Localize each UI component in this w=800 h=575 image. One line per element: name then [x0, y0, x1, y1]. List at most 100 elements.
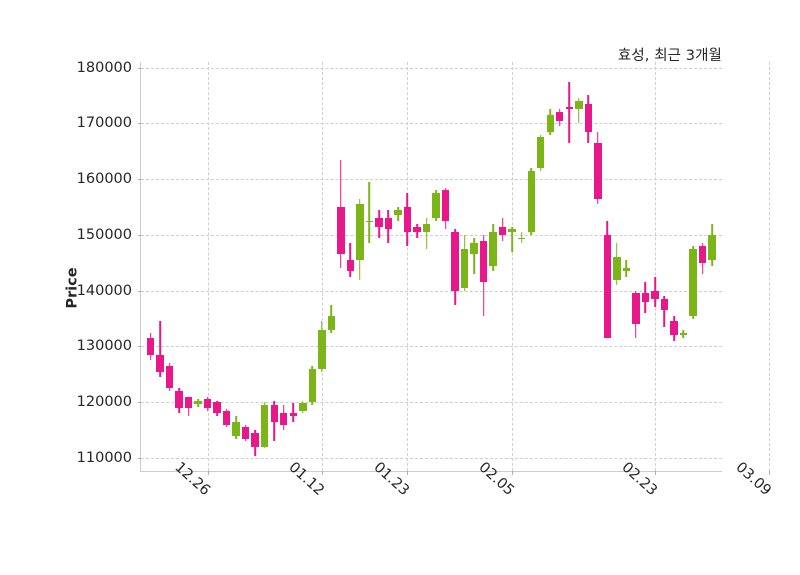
- candlestick-body: [222, 410, 231, 425]
- candlestick: [318, 62, 326, 472]
- candlestick: [508, 62, 516, 472]
- candlestick: [537, 62, 545, 472]
- x-gridline: [321, 62, 323, 471]
- candlestick: [194, 62, 202, 472]
- candlestick-body: [698, 246, 707, 263]
- candlestick-wick: [578, 98, 580, 124]
- candlestick: [660, 62, 669, 472]
- candlestick: [251, 62, 259, 472]
- y-gridline: [141, 458, 722, 460]
- candlestick-body: [603, 234, 612, 339]
- x-gridline: [512, 62, 514, 471]
- y-gridline: [141, 402, 722, 404]
- candlestick-body: [413, 226, 421, 233]
- x-tick-mark: [512, 471, 514, 475]
- candlestick-body: [156, 354, 164, 372]
- candlestick-body: [213, 402, 221, 414]
- candlestick-body: [575, 101, 583, 110]
- x-tick-mark: [769, 471, 771, 475]
- candlestick: [289, 62, 297, 472]
- candlestick-body: [432, 193, 440, 219]
- candlestick-body: [299, 403, 307, 411]
- candlestick-body: [508, 229, 516, 233]
- candlestick: [470, 62, 478, 472]
- candlestick-body: [356, 204, 364, 261]
- candlestick-body: [203, 399, 212, 408]
- candlestick-body: [556, 112, 564, 121]
- candlestick-body: [641, 293, 650, 302]
- candlestick: [613, 62, 621, 472]
- y-gridline: [141, 234, 722, 236]
- candlestick-body: [632, 293, 640, 325]
- candlestick: [308, 62, 317, 472]
- candlestick: [479, 62, 488, 472]
- candlestick-body: [270, 405, 278, 422]
- candlestick-wick: [568, 81, 571, 143]
- y-tick-mark: [137, 234, 141, 236]
- candlestick-body: [594, 142, 602, 199]
- candlestick-body: [470, 243, 478, 255]
- candlestick: [689, 62, 697, 472]
- candlestick: [565, 62, 573, 472]
- candlestick: [603, 62, 612, 472]
- candlestick: [498, 62, 507, 472]
- y-tick-label: 140000: [76, 282, 132, 299]
- candlestick-wick: [368, 181, 371, 244]
- candlestick-wick: [425, 218, 428, 249]
- candlestick-body: [232, 421, 240, 436]
- candlestick-body: [517, 237, 526, 240]
- candlestick-body: [146, 338, 155, 355]
- candlestick-wick: [663, 296, 666, 327]
- candlestick: [584, 62, 593, 472]
- candlestick-body: [689, 248, 697, 316]
- candlestick-wick: [473, 237, 475, 274]
- candlestick: [403, 62, 412, 472]
- candlestick: [356, 62, 364, 472]
- candlestick-body: [537, 137, 545, 168]
- candlestick-body: [327, 315, 336, 330]
- candlestick: [708, 62, 716, 472]
- candlestick-body: [175, 391, 183, 408]
- candlestick: [337, 62, 345, 472]
- candlestick-body: [565, 106, 573, 110]
- candlestick-body: [527, 170, 535, 233]
- candlestick: [299, 62, 307, 472]
- candlestick-body: [184, 396, 193, 408]
- y-tick-mark: [137, 179, 141, 181]
- plot-area: [137, 62, 771, 475]
- y-gridline: [141, 123, 722, 125]
- candlestick-body: [261, 405, 269, 447]
- candlestick-body: [422, 223, 431, 233]
- candlestick: [546, 62, 554, 472]
- y-tick-label: 160000: [76, 171, 132, 188]
- candlestick: [641, 62, 650, 472]
- candlestick-body: [346, 260, 355, 272]
- y-gridline: [141, 67, 722, 69]
- candlestick-body: [194, 401, 202, 404]
- x-gridline: [654, 62, 656, 471]
- candlestick: [698, 62, 707, 472]
- candlestick: [575, 62, 583, 472]
- candlestick-body: [708, 234, 716, 261]
- candlestick: [622, 62, 631, 472]
- candlestick: [175, 62, 183, 472]
- x-gridline: [769, 62, 771, 471]
- candlestick: [165, 62, 174, 472]
- candlestick: [460, 62, 469, 472]
- candlestick-body: [375, 218, 383, 227]
- candlestick: [222, 62, 231, 472]
- y-gridline: [141, 179, 722, 181]
- candlestick: [232, 62, 240, 472]
- candlestick-body: [651, 290, 659, 300]
- candlestick: [384, 62, 393, 472]
- candlestick-body: [308, 368, 317, 403]
- candlestick: [489, 62, 497, 472]
- y-tick-label: 130000: [76, 338, 132, 355]
- candlestick: [670, 62, 678, 472]
- candlestick-wick: [159, 321, 161, 378]
- y-tick-label: 180000: [76, 59, 132, 76]
- candlestick: [375, 62, 383, 472]
- candlestick-body: [441, 190, 450, 221]
- y-gridline: [141, 346, 722, 348]
- candlestick-body: [622, 268, 631, 272]
